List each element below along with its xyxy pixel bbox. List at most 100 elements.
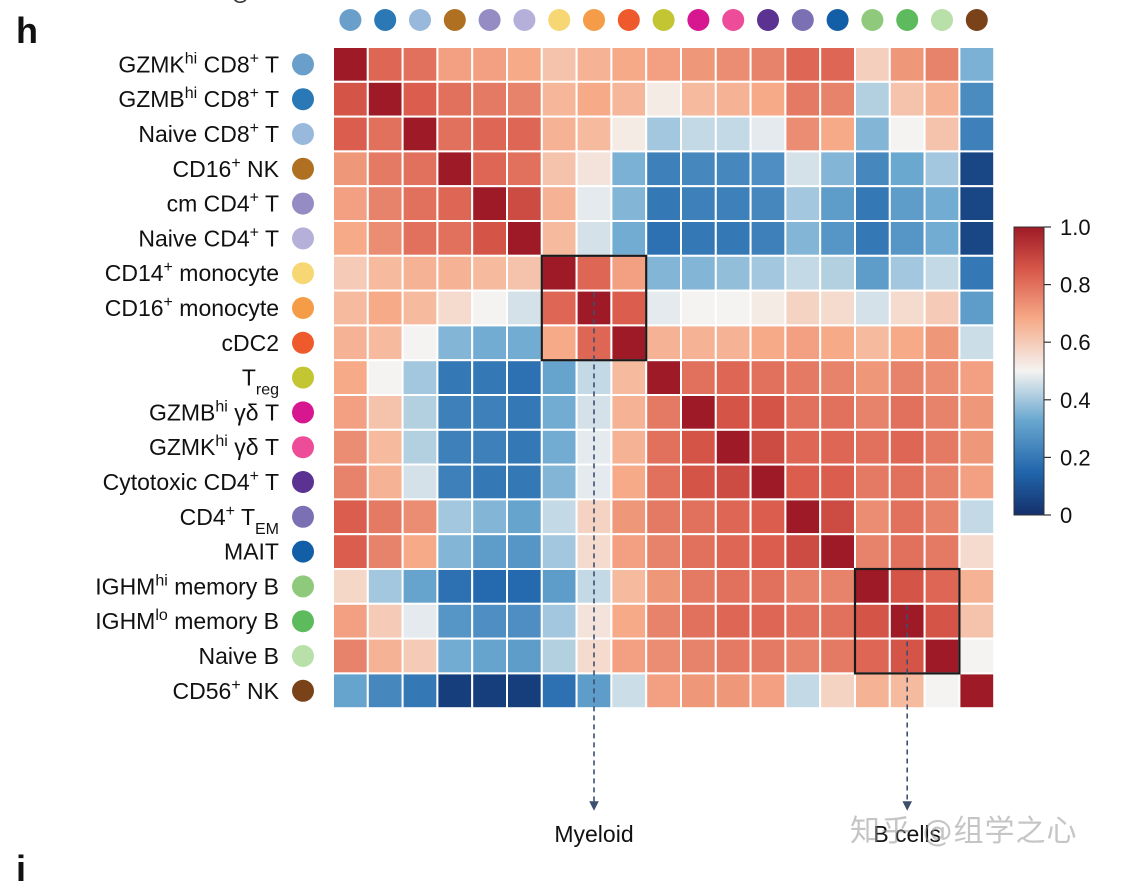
heatmap-cell-r0-c1 [366,46,404,83]
row-label-5: Naive CD4+ T [138,224,279,251]
heatmap-cell-r0-c0 [332,46,369,83]
heatmap-cell-r0-c10 [680,46,717,83]
row-dot-2 [292,123,314,145]
heatmap-cell-r5-c15 [854,220,891,257]
heatmap-cell-r1-c10 [680,80,717,118]
heatmap-cell-r2-c7 [575,115,613,153]
heatmap-cell-r10-c11 [714,394,752,431]
heatmap-cell-r15-c4 [471,568,509,605]
heatmap-cell-r6-c15 [854,254,891,292]
heatmap-cell-r8-c4 [471,324,509,362]
heatmap-cell-r3-c9 [645,150,683,188]
heatmap-cell-r11-c8 [610,428,648,466]
heatmap-cell-r7-c3 [436,289,474,327]
heatmap-cell-r6-c14 [819,254,857,292]
row-label-10: GZMBhi γδ T [149,398,279,425]
heatmap-cell-r13-c11 [714,498,752,536]
heatmap-cell-r7-c1 [366,289,404,327]
heatmap-cell-r18-c2 [401,672,439,710]
heatmap-cell-r13-c14 [819,498,857,536]
heatmap-cell-r17-c1 [366,637,404,675]
heatmap-cell-r16-c12 [749,602,787,640]
heatmap-cell-r17-c0 [332,637,369,675]
heatmap-cell-r11-c14 [819,428,857,466]
heatmap-cell-r4-c7 [575,185,613,222]
heatmap-cell-r5-c1 [366,220,404,257]
heatmap-cell-r6-c7 [575,254,613,292]
heatmap-cell-r1-c9 [645,80,683,118]
heatmap-cell-r2-c5 [506,115,543,153]
heatmap-cell-r11-c10 [680,428,717,466]
heatmap-cell-r2-c0 [332,115,369,153]
heatmap-cell-r8-c1 [366,324,404,362]
heatmap-cell-r2-c17 [923,115,961,153]
heatmap-cell-r18-c15 [854,672,891,710]
heatmap-cell-r8-c5 [506,324,543,362]
heatmap-cell-r4-c11 [714,185,752,222]
heatmap-cell-r1-c18 [958,80,996,118]
row-label-11: GZMKhi γδ T [149,433,279,460]
heatmap-cell-r6-c1 [366,254,404,292]
heatmap-cell-r16-c15 [854,602,891,640]
heatmap-cell-r10-c1 [366,394,404,431]
heatmap-cell-r5-c8 [610,220,648,257]
heatmap-cell-r12-c13 [784,463,822,501]
heatmap-cell-r12-c17 [923,463,961,501]
heatmap-cell-r14-c4 [471,533,509,571]
heatmap-cell-r15-c6 [540,568,578,605]
heatmap-cell-r4-c0 [332,185,369,222]
heatmap-cell-r14-c17 [923,533,961,571]
heatmap-cell-r9-c12 [749,359,787,397]
row-dot-18 [292,679,314,702]
heatmap-cell-r9-c8 [610,359,648,397]
heatmap-cell-r2-c10 [680,115,717,153]
heatmap-cell-r2-c12 [749,115,787,153]
heatmap-cell-r2-c6 [540,115,578,153]
row-label-7: CD16+ monocyte [105,294,279,321]
heatmap-cells [332,46,996,710]
heatmap-cell-r3-c10 [680,150,717,188]
heatmap-cell-r12-c1 [366,463,404,501]
heatmap-cell-r1-c5 [506,80,543,118]
heatmap-cell-r17-c12 [749,637,787,675]
heatmap-cell-r10-c17 [923,394,961,431]
heatmap-cell-r17-c18 [958,637,996,675]
heatmap-cell-r18-c17 [923,672,961,710]
heatmap-cell-r0-c9 [645,46,683,83]
heatmap-cell-r14-c3 [436,533,474,571]
heatmap-cell-r17-c14 [819,637,857,675]
region-label-0: Myeloid [554,821,633,847]
row-label-15: IGHMhi memory B [95,572,279,599]
heatmap-cell-r7-c6 [540,289,578,327]
heatmap-cell-r17-c3 [436,637,474,675]
row-label-16: IGHMlo memory B [95,607,279,634]
heatmap-cell-r12-c14 [819,463,857,501]
heatmap-cell-r9-c6 [540,359,578,397]
heatmap-cell-r15-c14 [819,568,857,605]
row-label-14: MAIT [224,539,279,565]
row-label-12: Cytotoxic CD4+ T [103,468,279,495]
heatmap-cell-r3-c8 [610,150,648,188]
heatmap-cell-r1-c15 [854,80,891,118]
heatmap-cell-r13-c2 [401,498,439,536]
heatmap-cell-r9-c2 [401,359,439,397]
heatmap-cell-r1-c0 [332,80,369,118]
heatmap-cell-r11-c9 [645,428,683,466]
heatmap-cell-r2-c16 [888,115,926,153]
heatmap-cell-r7-c16 [888,289,926,327]
heatmap-cell-r3-c18 [958,150,996,188]
heatmap-cell-r7-c15 [854,289,891,327]
heatmap-cell-r4-c4 [471,185,509,222]
heatmap-cell-r5-c12 [749,220,787,257]
column-dot-1 [374,9,397,31]
heatmap-cell-r8-c14 [819,324,857,362]
heatmap-cell-r4-c10 [680,185,717,222]
heatmap-cell-r18-c8 [610,672,648,710]
heatmap-cell-r14-c6 [540,533,578,571]
heatmap-cell-r15-c1 [366,568,404,605]
heatmap-cell-r6-c12 [749,254,787,292]
heatmap-cell-r7-c12 [749,289,787,327]
heatmap-cell-r2-c4 [471,115,509,153]
heatmap-cell-r18-c11 [714,672,752,710]
heatmap-cell-r15-c13 [784,568,822,605]
